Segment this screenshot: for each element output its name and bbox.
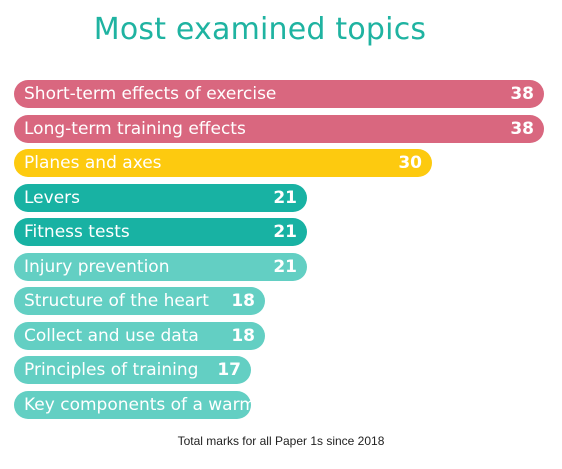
bar-label: Structure of the heart bbox=[24, 291, 209, 311]
bar-value-label: 38 bbox=[510, 119, 534, 139]
bar: Key components of a warm-up 17 bbox=[14, 391, 307, 419]
bar: Short-term effects of exercise 38 bbox=[14, 80, 544, 108]
bar-value-label: 17 bbox=[217, 360, 241, 380]
bar-label: Planes and axes bbox=[24, 153, 162, 173]
bar: Fitness tests 21 bbox=[14, 218, 307, 246]
bar: Planes and axes 30 bbox=[14, 149, 432, 177]
bar-value-label: 17 bbox=[283, 395, 308, 415]
bar: Levers 21 bbox=[14, 184, 307, 212]
bar: Long-term training effects 38 bbox=[14, 115, 544, 143]
bar-value-label: 18 bbox=[231, 326, 255, 346]
bar-label: Short-term effects of exercise bbox=[24, 84, 277, 104]
bar: Injury prevention 21 bbox=[14, 253, 307, 281]
bar-value-label: 21 bbox=[273, 188, 297, 208]
chart-caption: Total marks for all Paper 1s since 2018 bbox=[177, 434, 385, 448]
bar-value-label: 38 bbox=[510, 84, 534, 104]
chart-title: Most examined topics bbox=[93, 12, 427, 47]
bar-label: Long-term training effects bbox=[24, 119, 246, 139]
bar: Collect and use data 18 bbox=[14, 322, 265, 350]
bar: Structure of the heart 18 bbox=[14, 287, 265, 315]
bar: Principles of training 17 bbox=[14, 356, 251, 384]
bar-value-label: 21 bbox=[273, 257, 297, 277]
bar-value-label: 18 bbox=[231, 291, 255, 311]
bar-label: Levers bbox=[24, 188, 80, 208]
bar-label: Fitness tests bbox=[24, 222, 130, 242]
bar-label: Key components of a warm-up bbox=[24, 395, 284, 415]
bar-value-label: 30 bbox=[398, 153, 422, 173]
bar-label: Principles of training bbox=[24, 360, 199, 380]
bar-label: Collect and use data bbox=[24, 326, 199, 346]
bar-label: Injury prevention bbox=[24, 257, 170, 277]
bar-value-label: 21 bbox=[273, 222, 297, 242]
